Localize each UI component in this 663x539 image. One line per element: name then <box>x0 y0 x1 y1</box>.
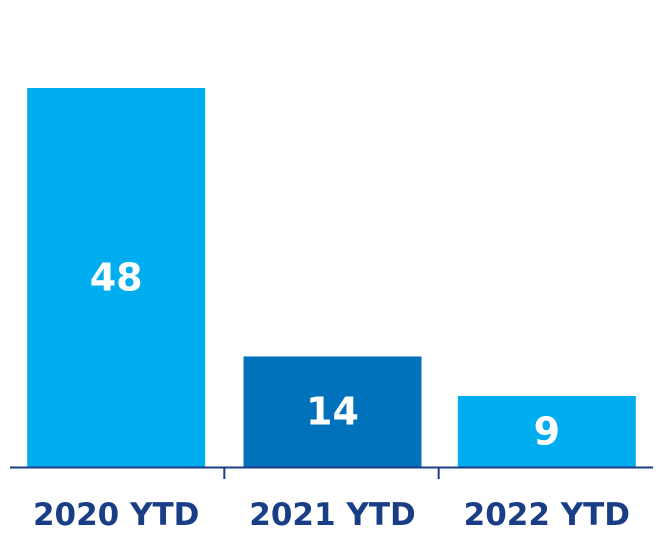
bar-1 <box>27 88 206 467</box>
x-axis <box>10 466 653 479</box>
x-tick-label: 2020 YTD <box>33 497 199 533</box>
x-tick-label: 2022 YTD <box>464 497 630 533</box>
bar-value-label: 14 <box>306 390 359 434</box>
value-labels-group: 48 14 9 <box>90 256 560 454</box>
bar-value-label: 48 <box>90 256 143 300</box>
x-tick-labels-group: 2020 YTD 2021 YTD 2022 YTD <box>33 497 630 533</box>
x-tick-label: 2021 YTD <box>249 497 415 533</box>
bar-3 <box>457 395 636 467</box>
bars-group <box>27 88 636 467</box>
bar-value-label: 9 <box>534 409 560 453</box>
bar-2 <box>243 356 422 467</box>
